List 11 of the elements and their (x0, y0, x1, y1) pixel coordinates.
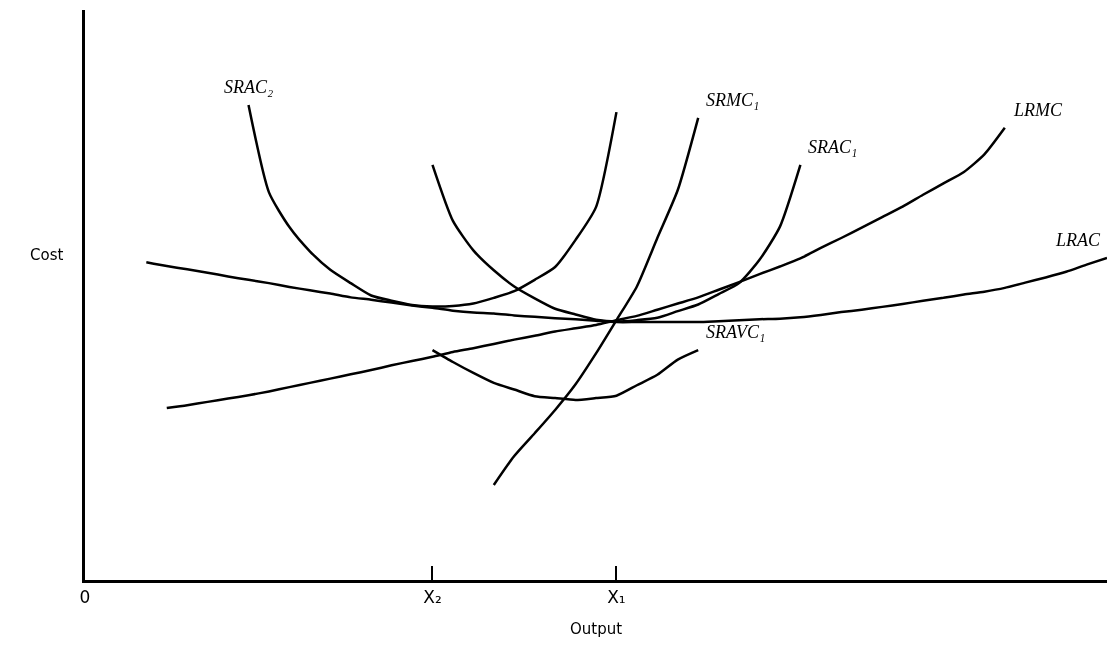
x-axis-title: Output (569, 620, 623, 639)
series-label: SRAC₁ (808, 137, 858, 157)
series-label: SRAC₂ (224, 77, 274, 97)
x-tick-label: X₂ (423, 587, 442, 608)
x-tick-label: 0 (79, 587, 91, 608)
series-label: LRMC (1013, 100, 1063, 120)
y-axis-title: Cost (30, 246, 64, 264)
series-label: SRAVC₁ (706, 322, 766, 342)
series-label: LRAC (1055, 230, 1101, 250)
series-label: SRMC₁ (706, 90, 760, 110)
x-tick-label: X₁ (607, 587, 626, 608)
